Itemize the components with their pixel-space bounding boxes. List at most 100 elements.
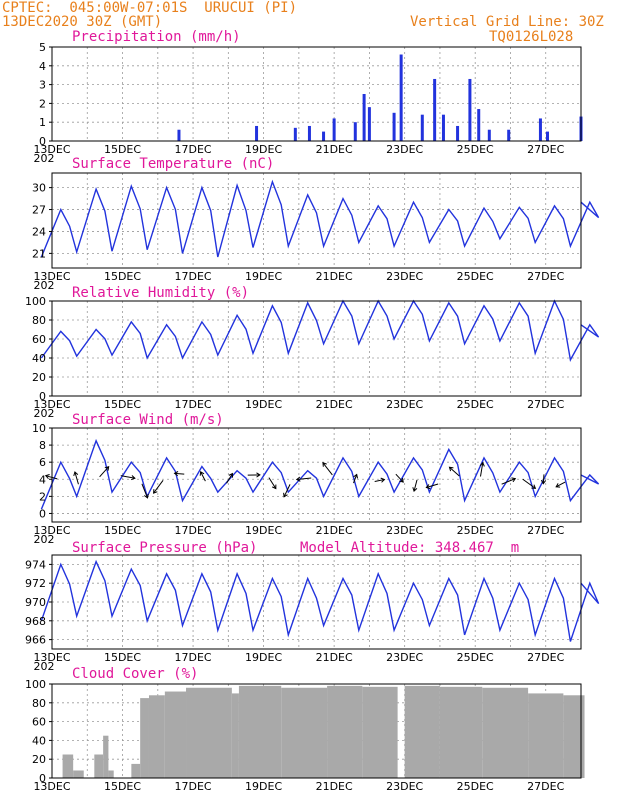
cloud-area-segment bbox=[148, 695, 165, 778]
precip-bar bbox=[441, 114, 445, 141]
wind-vector-head bbox=[511, 477, 517, 483]
precip-bar bbox=[392, 112, 396, 141]
wind-vector-shaft bbox=[555, 481, 566, 488]
cloud-area-segment bbox=[103, 735, 109, 778]
precip-frame bbox=[51, 46, 582, 142]
wind-vector-shaft bbox=[153, 479, 164, 494]
wind-vector-head bbox=[555, 483, 561, 488]
header-location: CPTEC: 045:00W-07:01S URUCUI (PI) bbox=[2, 0, 298, 16]
wind-ytick-label: 6 bbox=[39, 456, 46, 469]
cloud-ytick-label: 100 bbox=[25, 678, 46, 691]
wind-vector-head bbox=[448, 466, 454, 472]
pressure-series-line bbox=[40, 559, 600, 642]
wind-vector-shaft bbox=[479, 462, 484, 477]
precip-title: Precipitation (mm/h) bbox=[72, 29, 241, 45]
wind-title: Surface Wind (m/s) bbox=[72, 412, 224, 428]
pressure-xtick-label: 17DEC bbox=[175, 651, 212, 664]
pressure-xtick-label: 21DEC bbox=[316, 651, 353, 664]
temp-series-line bbox=[40, 179, 600, 258]
cloud-area-segment bbox=[164, 691, 187, 778]
wind-year-label: 202 bbox=[34, 533, 55, 546]
cloud-area-segment bbox=[563, 695, 585, 778]
wind-ytick-label: 0 bbox=[39, 507, 46, 520]
cloud-xtick-label: 17DEC bbox=[175, 780, 212, 793]
cloud-xtick-label: 19DEC bbox=[245, 780, 282, 793]
cloud-xtick-label: 25DEC bbox=[457, 780, 494, 793]
precip-xtick-label: 27DEC bbox=[527, 143, 564, 156]
wind-vector-shaft bbox=[141, 483, 148, 499]
pressure-title: Surface Pressure (hPa) bbox=[72, 540, 258, 556]
pressure-xtick-label: 13DEC bbox=[33, 651, 70, 664]
wind-vector-shaft bbox=[413, 479, 418, 492]
wind-vector-head bbox=[425, 484, 431, 490]
wind-xtick-label: 25DEC bbox=[457, 524, 494, 537]
wind-vector-head bbox=[272, 484, 277, 490]
cloud-ytick-label: 60 bbox=[32, 716, 46, 729]
pressure-xtick-label: 15DEC bbox=[104, 651, 141, 664]
precip-ytick-label: 0 bbox=[39, 135, 46, 148]
temp-xtick-label: 23DEC bbox=[386, 270, 423, 283]
precip-bar bbox=[545, 131, 549, 141]
precip-bar bbox=[177, 129, 181, 141]
wind-vector-head bbox=[531, 484, 537, 489]
precip-bar bbox=[362, 94, 366, 141]
rh-ytick-label: 20 bbox=[32, 371, 46, 384]
wind-vector-shaft bbox=[374, 479, 385, 482]
rh-ytick-label: 40 bbox=[32, 352, 46, 365]
wind-vector-head bbox=[153, 489, 158, 494]
wind-vector-head bbox=[283, 492, 288, 498]
cloud-area-segment bbox=[238, 685, 282, 778]
rh-title: Relative Humidity (%) bbox=[72, 285, 250, 301]
precip-bar bbox=[399, 54, 403, 141]
rh-xtick-label: 21DEC bbox=[316, 398, 353, 411]
rh-xtick-label: 15DEC bbox=[104, 398, 141, 411]
wind-vector-head bbox=[44, 474, 50, 479]
precip-bar bbox=[307, 125, 311, 141]
precip-ytick-label: 3 bbox=[39, 79, 46, 92]
wind-vector-shaft bbox=[501, 478, 516, 485]
temp-ytick-label: 24 bbox=[32, 225, 46, 238]
precip-xtick-label: 25DEC bbox=[457, 143, 494, 156]
pressure-xtick-label: 25DEC bbox=[457, 651, 494, 664]
precip-ytick-label: 2 bbox=[39, 97, 46, 110]
temp-xtick-label: 19DEC bbox=[245, 270, 282, 283]
wind-xtick-label: 17DEC bbox=[175, 524, 212, 537]
pressure-ytick-label: 968 bbox=[25, 615, 46, 628]
precip-panel: 0 1 2 3 4 5 13DEC 15DEC 17DEC 19DEC 21DEC 23DEC 25DE… bbox=[33, 41, 583, 165]
wind-vector-shaft bbox=[426, 483, 439, 489]
cloud-area-segment bbox=[108, 770, 114, 778]
rh-xtick-label: 17DEC bbox=[175, 398, 212, 411]
pressure-ytick-label: 972 bbox=[25, 577, 46, 590]
temp-xtick-label: 17DEC bbox=[175, 270, 212, 283]
wind-vector-head bbox=[143, 493, 149, 499]
cloud-area-segment bbox=[94, 754, 104, 778]
cloud-area-segment bbox=[140, 698, 149, 778]
wind-vector-shaft bbox=[74, 471, 79, 485]
rh-ytick-label: 60 bbox=[32, 333, 46, 346]
cloud-xtick-label: 15DEC bbox=[104, 780, 141, 793]
temp-xtick-label: 27DEC bbox=[527, 270, 564, 283]
precip-bar bbox=[420, 114, 424, 141]
rh-xtick-label: 25DEC bbox=[457, 398, 494, 411]
cloud-ytick-label: 80 bbox=[32, 697, 46, 710]
cloud-area-segment bbox=[186, 687, 232, 778]
precip-ytick-label: 4 bbox=[39, 60, 46, 73]
cloud-area-segment bbox=[404, 685, 440, 778]
wind-frame bbox=[51, 427, 582, 523]
cloud-xtick-label: 21DEC bbox=[316, 780, 353, 793]
rh-xtick-label: 13DEC bbox=[33, 398, 70, 411]
wind-vector-shaft bbox=[200, 471, 206, 482]
cloud-area-segment bbox=[528, 693, 564, 778]
wind-ytick-label: 10 bbox=[32, 422, 46, 435]
pressure-ytick-label: 974 bbox=[25, 558, 46, 571]
cloud-ytick-label: 0 bbox=[39, 772, 46, 785]
precip-bar bbox=[477, 109, 481, 141]
precip-bar bbox=[433, 78, 437, 141]
precip-xtick-label: 13DEC bbox=[33, 143, 70, 156]
wind-vector-shaft bbox=[296, 477, 312, 481]
wind-vector-shaft bbox=[226, 473, 233, 484]
wind-vector-head bbox=[479, 461, 485, 467]
wind-vector-shaft bbox=[353, 474, 358, 484]
wind-vector-head bbox=[199, 470, 205, 476]
wind-vector-head bbox=[173, 471, 179, 477]
